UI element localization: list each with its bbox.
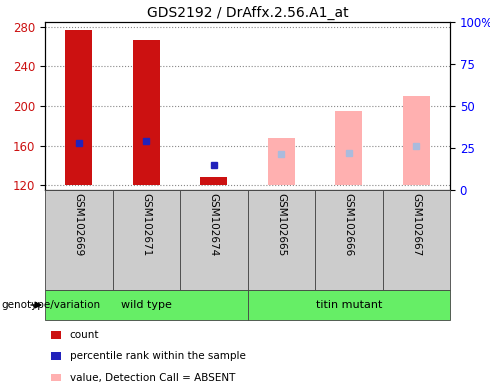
Title: GDS2192 / DrAffx.2.56.A1_at: GDS2192 / DrAffx.2.56.A1_at xyxy=(147,5,348,20)
Bar xyxy=(133,40,160,185)
Text: genotype/variation: genotype/variation xyxy=(1,300,100,310)
Bar xyxy=(51,331,61,339)
Text: GSM102666: GSM102666 xyxy=(344,193,354,256)
Bar xyxy=(51,374,61,381)
Bar xyxy=(403,96,430,185)
Bar xyxy=(45,290,247,320)
Bar xyxy=(315,190,383,290)
Bar xyxy=(113,190,180,290)
Text: titin mutant: titin mutant xyxy=(316,300,382,310)
Bar xyxy=(268,137,295,185)
Text: GSM102667: GSM102667 xyxy=(411,193,421,256)
Text: GSM102671: GSM102671 xyxy=(141,193,151,256)
Text: wild type: wild type xyxy=(121,300,172,310)
Text: GSM102674: GSM102674 xyxy=(209,193,219,256)
Text: percentile rank within the sample: percentile rank within the sample xyxy=(70,351,245,361)
Bar xyxy=(180,190,247,290)
Bar xyxy=(247,290,450,320)
Text: value, Detection Call = ABSENT: value, Detection Call = ABSENT xyxy=(70,372,235,382)
Bar xyxy=(51,353,61,360)
Bar xyxy=(335,111,362,185)
Bar xyxy=(383,190,450,290)
Text: GSM102665: GSM102665 xyxy=(276,193,286,256)
Bar xyxy=(200,177,227,185)
Text: count: count xyxy=(70,330,99,340)
Bar xyxy=(45,190,113,290)
Bar xyxy=(247,190,315,290)
Text: GSM102669: GSM102669 xyxy=(74,193,84,256)
Bar xyxy=(65,30,92,185)
